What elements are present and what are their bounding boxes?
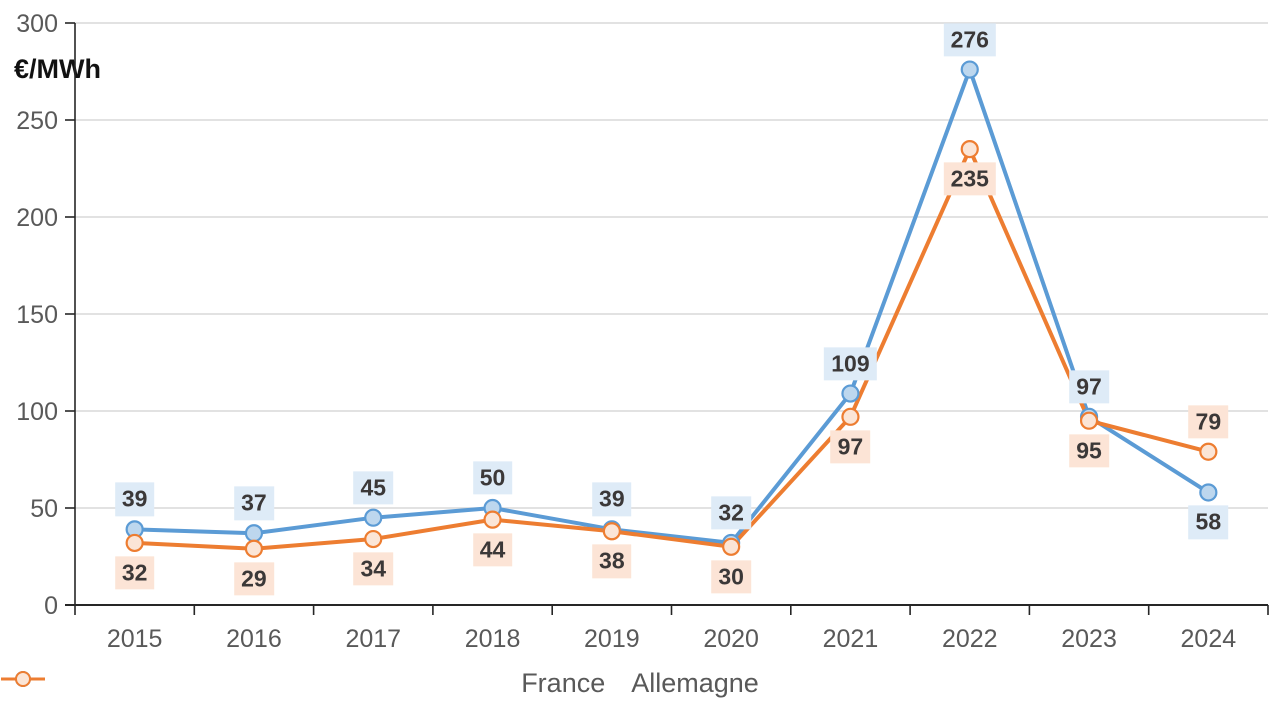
y-axis-tick-label: 50: [30, 495, 58, 523]
allemagne-line: [134, 147, 1209, 551]
legend-item-france: France: [1, 668, 606, 699]
france-marker: [1199, 483, 1218, 502]
allemagne-marker: [1199, 442, 1218, 461]
legend-label: France: [521, 668, 606, 698]
x-axis-tick-label: 2019: [584, 625, 640, 653]
allemagne-marker: [364, 529, 383, 549]
y-axis-tick-label: 200: [16, 204, 58, 232]
legend: France Allemagne: [0, 668, 1280, 699]
allemagne-marker: [722, 537, 741, 556]
allemagne-marker: [841, 407, 860, 426]
x-axis-tick-label: 2024: [1181, 625, 1237, 653]
allemagne-marker: [483, 510, 502, 529]
france-marker: [244, 524, 264, 543]
y-axis-tick-label: 0: [44, 592, 58, 620]
x-axis-tick-label: 2021: [823, 625, 879, 653]
x-axis-tick-label: 2016: [226, 625, 282, 653]
allemagne-marker: [602, 522, 621, 541]
france-marker: [841, 384, 860, 403]
france-marker: [364, 508, 383, 527]
x-axis-tick-label: 2015: [107, 625, 163, 653]
allemagne-marker: [244, 539, 264, 558]
x-axis-tick-label: 2022: [942, 625, 998, 653]
legend-label: Allemagne: [631, 668, 759, 698]
france-line: [134, 67, 1210, 545]
y-axis-tick-label: 150: [16, 301, 58, 329]
legend-item-allemagne: Allemagne: [1, 668, 759, 699]
y-axis-tick-label: 250: [16, 107, 58, 135]
allemagne-marker: [125, 533, 144, 553]
france-marker: [960, 60, 979, 79]
y-axis-tick-label: 100: [16, 398, 58, 426]
allemagne-legend-marker-icon: [1, 671, 45, 687]
x-axis-tick-label: 2023: [1061, 625, 1117, 653]
x-axis-tick-label: 2018: [465, 625, 521, 653]
x-axis-tick-label: 2017: [345, 625, 401, 653]
y-axis-tick-label: 300: [16, 10, 58, 38]
allemagne-marker: [960, 140, 979, 159]
x-axis-tick-label: 2020: [703, 625, 759, 653]
allemagne-marker: [1079, 411, 1099, 430]
y-axis-title: €/MWh: [14, 54, 101, 84]
